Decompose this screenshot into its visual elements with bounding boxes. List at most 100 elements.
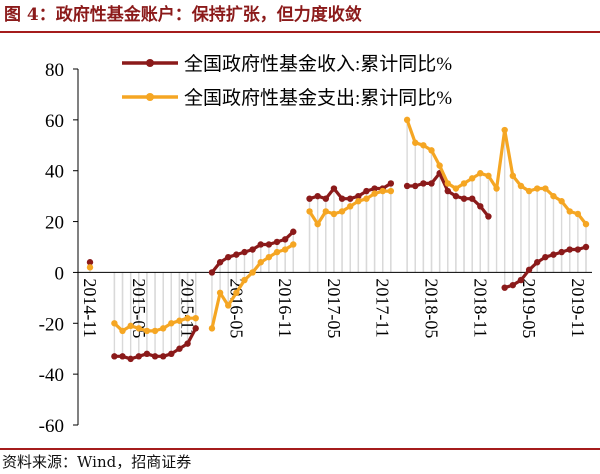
x-tick-label: 2017-05 <box>324 278 344 338</box>
series-point-1 <box>558 248 565 256</box>
series-point-2 <box>493 185 500 192</box>
series-point-2 <box>257 259 264 266</box>
source-note: 资料来源：Wind，招商证券 <box>2 453 192 471</box>
x-tick-label: 2016-11 <box>275 278 295 337</box>
legend: 全国政府性基金收入:累计同比% 全国政府性基金支出:累计同比% <box>122 53 452 109</box>
series-point-1 <box>208 269 216 276</box>
series-point-1 <box>176 345 183 352</box>
series-point-2 <box>477 170 484 177</box>
series-point-2 <box>566 208 573 215</box>
title-rule <box>0 31 600 33</box>
series-point-2 <box>119 327 126 335</box>
series-point-1 <box>582 243 590 251</box>
x-tick-label: 2014-11 <box>80 278 100 337</box>
series-point-1 <box>485 213 492 220</box>
series-point-2 <box>233 289 240 296</box>
series-point-2 <box>501 126 508 134</box>
series-point-1 <box>143 350 151 357</box>
drop-lines <box>89 119 587 359</box>
series-point-1 <box>517 276 525 284</box>
series-point-1 <box>501 284 508 291</box>
series-point-2 <box>225 302 232 309</box>
series-point-2 <box>387 187 395 195</box>
y-tick-label: 40 <box>45 162 64 183</box>
series-point-2 <box>265 253 273 261</box>
series-point-1 <box>159 353 167 360</box>
series-point-2 <box>151 327 159 335</box>
series-point-1 <box>306 195 313 202</box>
series-point-1 <box>412 182 419 190</box>
series-point-1 <box>330 185 338 192</box>
series-point-2 <box>86 264 94 271</box>
series-point-2 <box>363 195 370 202</box>
series-point-2 <box>290 241 297 248</box>
series-point-1 <box>322 195 330 202</box>
series-point-1 <box>509 281 517 289</box>
series-point-1 <box>566 246 573 253</box>
series-point-1 <box>281 236 289 243</box>
series-point-2 <box>355 198 362 205</box>
series-point-1 <box>119 353 126 360</box>
series-point-1 <box>355 192 362 200</box>
legend-marker-2 <box>146 93 154 101</box>
series-point-1 <box>168 350 175 357</box>
legend-label-1: 全国政府性基金收入:累计同比% <box>184 53 452 75</box>
series-point-2 <box>168 320 175 327</box>
series-point-2 <box>550 192 557 200</box>
series-point-2 <box>314 220 321 228</box>
chart: -60 -40 -20 0 20 40 60 80 2014-11 2015-05 2015-11 2… <box>39 53 592 437</box>
x-tick-label: 2018-05 <box>422 278 442 338</box>
series-point-2 <box>412 139 419 146</box>
y-tick-label: -60 <box>39 416 64 437</box>
series-point-2 <box>208 325 216 332</box>
series-point-2 <box>542 185 549 192</box>
series-point-2 <box>127 322 134 330</box>
series-point-1 <box>428 180 435 187</box>
y-tick-label: 20 <box>45 213 64 234</box>
series-point-1 <box>290 228 297 235</box>
x-tick-label: 2019-05 <box>519 278 539 338</box>
x-tick-label: 2015-05 <box>129 278 149 338</box>
x-tick-label: 2015-11 <box>178 278 198 337</box>
series-point-2 <box>379 187 386 195</box>
series-point-2 <box>444 180 451 187</box>
series-point-2 <box>176 317 183 324</box>
series-point-1 <box>444 187 451 195</box>
y-tick-label: -40 <box>39 365 64 386</box>
series-point-1 <box>338 195 346 202</box>
series-point-1 <box>574 246 582 253</box>
series-point-1 <box>460 195 468 202</box>
series-point-1 <box>216 259 224 266</box>
series-point-1 <box>534 259 541 266</box>
series-point-2 <box>338 208 346 215</box>
series-point-1 <box>273 238 281 246</box>
series-point-2 <box>525 187 533 195</box>
axes: -60 -40 -20 0 20 40 60 80 2014-11 2015-05 2015-11 2… <box>39 60 592 437</box>
series-point-2 <box>460 180 468 187</box>
series-point-1 <box>403 182 411 190</box>
series-point-1 <box>151 353 159 360</box>
series-point-2 <box>436 162 443 169</box>
series-point-2 <box>143 327 151 335</box>
series-point-2 <box>534 185 541 192</box>
series-point-2 <box>403 116 411 124</box>
series-point-2 <box>582 220 590 228</box>
series-layer <box>86 116 590 363</box>
x-tick-label: 2016-05 <box>226 278 246 338</box>
series-point-2 <box>420 142 427 149</box>
x-tick-label: 2018-11 <box>470 278 490 337</box>
x-tick-label: 2017-11 <box>373 278 393 337</box>
y-tick-label: -20 <box>39 314 64 335</box>
series-point-2 <box>574 210 582 218</box>
series-point-1 <box>127 355 134 363</box>
series-point-1 <box>135 353 142 360</box>
series-point-2 <box>184 315 191 322</box>
series-point-1 <box>249 246 256 253</box>
series-point-1 <box>86 259 94 266</box>
series-point-2 <box>192 315 199 322</box>
series-point-1 <box>257 241 264 248</box>
series-point-2 <box>306 208 313 215</box>
source-rule <box>0 448 600 450</box>
x-tick-label: 2019-11 <box>568 278 588 337</box>
series-point-1 <box>314 192 321 200</box>
